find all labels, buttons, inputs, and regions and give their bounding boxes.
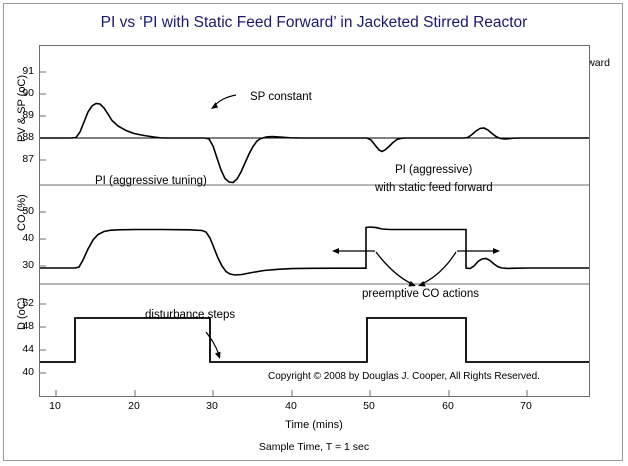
ytick-pv-91: 91 (22, 65, 34, 77)
xtick-30: 30 (206, 400, 218, 412)
ytick-co-30: 30 (22, 259, 34, 271)
ytick-d-44: 44 (22, 343, 34, 355)
ytick-d-48: 48 (22, 320, 34, 332)
xtick-70: 70 (520, 400, 532, 412)
annotation-disturbance: disturbance steps (145, 309, 236, 321)
chart-svg (40, 71, 589, 396)
annotation-ff-line1: PI (aggressive) (395, 164, 473, 176)
ytick-d-52: 52 (22, 297, 34, 309)
ytick-pv-87: 87 (22, 153, 34, 165)
sp-arrow (211, 94, 237, 109)
copyright-text: Copyright © 2008 by Douglas J. Cooper, A… (268, 371, 540, 382)
pv-trace (40, 102, 589, 184)
chart-frame: PI vs ‘PI with Static Feed Forward’ in J… (3, 3, 623, 461)
xtick-60: 60 (442, 400, 454, 412)
ytick-pv-90: 90 (22, 87, 34, 99)
xtick-50: 50 (363, 400, 375, 412)
plot-area: SP constant PI (aggressive tuning) PI (a… (39, 45, 590, 397)
sample-time-label: Sample Time, T = 1 sec (258, 441, 370, 453)
ytick-pv-89: 89 (22, 109, 34, 121)
ytick-d-40: 40 (22, 366, 34, 378)
co-trace (40, 226, 589, 276)
preemptive-arrows (332, 248, 500, 287)
annotation-preemptive: preemptive CO actions (362, 288, 479, 300)
page-title: PI vs ‘PI with Static Feed Forward’ in J… (100, 14, 528, 31)
disturbance-arrow (205, 331, 221, 359)
xtick-40: 40 (285, 400, 297, 412)
xaxis-label: Time (mins) (285, 419, 343, 431)
xtick-20: 20 (128, 400, 140, 412)
ytick-co-50: 50 (22, 205, 34, 217)
ytick-co-40: 40 (22, 232, 34, 244)
annotation-pi-aggressive: PI (aggressive tuning) (95, 175, 207, 187)
d-trace (40, 317, 589, 363)
annotation-sp-constant: SP constant (250, 91, 312, 103)
annotation-ff-line2: with static feed forward (375, 182, 493, 194)
xtick-10: 10 (49, 400, 61, 412)
ytick-pv-88: 88 (22, 131, 34, 143)
